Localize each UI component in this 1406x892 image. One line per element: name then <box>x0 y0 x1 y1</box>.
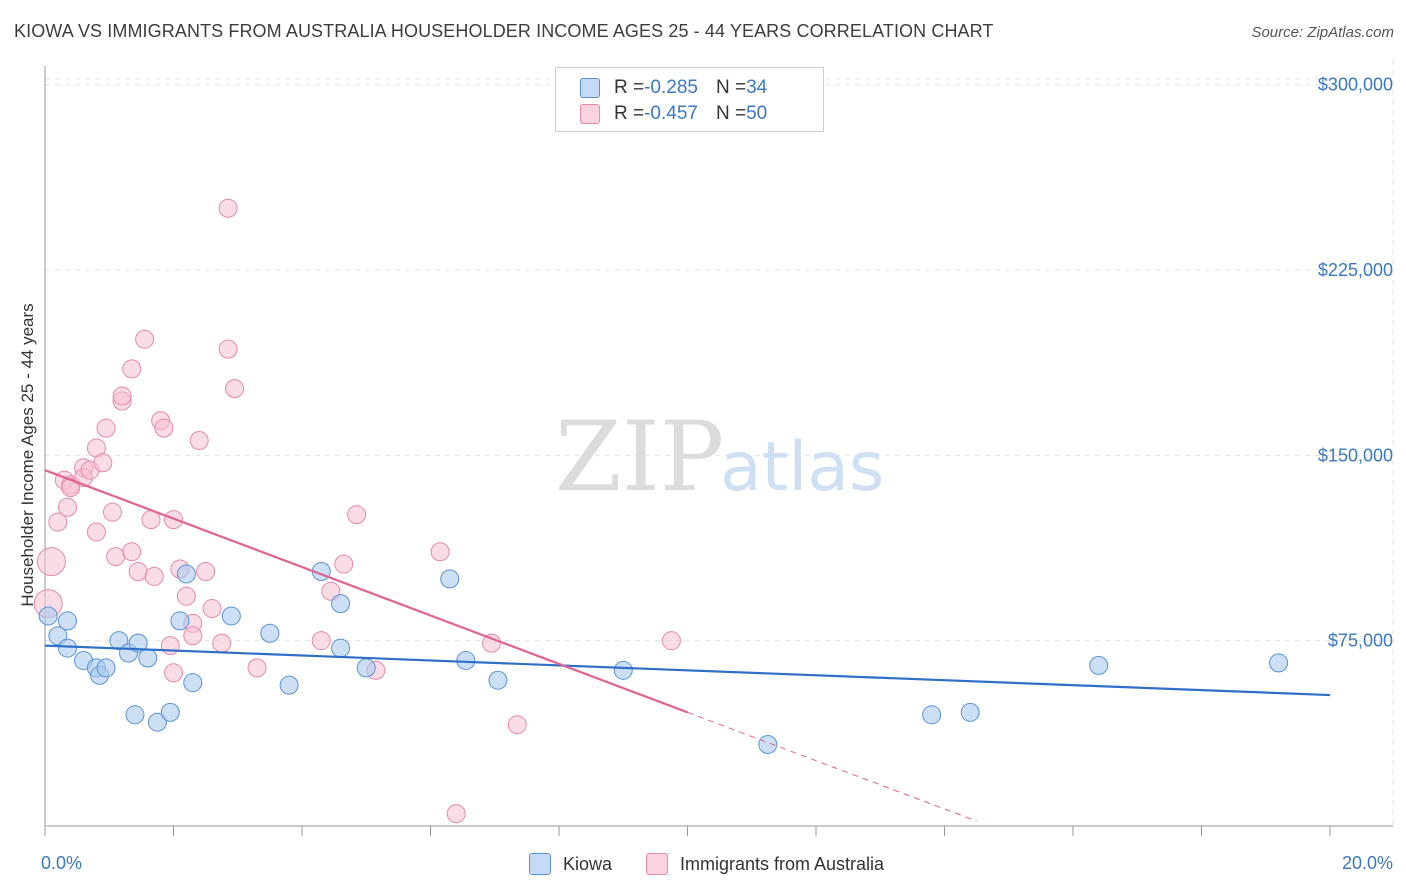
kiowa-point <box>1270 654 1288 672</box>
kiowa-point <box>614 661 632 679</box>
kiowa-swatch <box>580 78 600 98</box>
correlation-legend: R = -0.285 N = 34 R = -0.457 N = 50 <box>555 67 824 132</box>
australia-r-value: -0.457 <box>644 103 698 125</box>
bottom-australia-swatch <box>646 853 668 875</box>
kiowa-point <box>457 651 475 669</box>
australia-point <box>431 543 449 561</box>
kiowa-trend-line <box>45 646 1330 695</box>
australia-swatch <box>580 104 600 124</box>
kiowa-point <box>58 639 76 657</box>
y-tick-label-1: $150,000 <box>1318 445 1393 465</box>
bottom-legend-australia: Immigrants from Australia <box>646 852 884 876</box>
series-kiowa-points <box>39 562 1287 753</box>
kiowa-point <box>441 570 459 588</box>
y-tick-labels: $75,000 $150,000 $225,000 $300,000 <box>1318 75 1393 651</box>
australia-point <box>190 432 208 450</box>
australia-point <box>348 506 366 524</box>
australia-point <box>219 199 237 217</box>
australia-point <box>136 330 154 348</box>
australia-n-label: N = <box>716 103 746 125</box>
kiowa-r-value: -0.285 <box>644 77 698 99</box>
y-tick-label-3: $300,000 <box>1318 75 1393 95</box>
australia-point <box>161 637 179 655</box>
australia-point <box>197 562 215 580</box>
kiowa-point <box>184 674 202 692</box>
australia-point <box>97 419 115 437</box>
y-tick-label-2: $225,000 <box>1318 260 1393 280</box>
australia-point <box>177 587 195 605</box>
bottom-australia-label: Immigrants from Australia <box>680 854 884 875</box>
bottom-legend-kiowa: Kiowa <box>529 852 612 876</box>
australia-trend-line-extrapolated <box>688 712 977 821</box>
australia-point <box>37 548 65 576</box>
kiowa-point <box>332 595 350 613</box>
y-tick-label-0: $75,000 <box>1328 631 1393 651</box>
kiowa-n-label: N = <box>716 77 746 99</box>
australia-point <box>107 548 125 566</box>
australia-point <box>103 503 121 521</box>
watermark-atlas: atlas <box>720 428 884 507</box>
australia-point <box>87 523 105 541</box>
australia-point <box>447 805 465 823</box>
bottom-kiowa-swatch <box>529 853 551 875</box>
australia-point <box>145 567 163 585</box>
australia-r-label: R = <box>614 103 644 125</box>
australia-point <box>155 419 173 437</box>
kiowa-point <box>332 639 350 657</box>
watermark-zip: ZIP <box>555 401 724 513</box>
kiowa-point <box>139 649 157 667</box>
kiowa-point <box>261 624 279 642</box>
trend-lines <box>45 470 1330 821</box>
legend-row-kiowa: R = -0.285 N = 34 <box>580 76 767 100</box>
kiowa-point <box>280 676 298 694</box>
kiowa-point <box>1090 656 1108 674</box>
australia-point <box>123 360 141 378</box>
kiowa-point <box>177 565 195 583</box>
australia-point <box>123 543 141 561</box>
scatter-plot: ZIP atlas $75,000 $150,000 $225,000 $300,00… <box>0 0 1406 892</box>
australia-point <box>113 387 131 405</box>
kiowa-n-value: 34 <box>746 77 767 99</box>
australia-point <box>248 659 266 677</box>
kiowa-r-label: R = <box>614 77 644 99</box>
kiowa-point <box>961 703 979 721</box>
kiowa-point <box>161 703 179 721</box>
kiowa-point <box>39 607 57 625</box>
kiowa-point <box>126 706 144 724</box>
australia-point <box>184 627 202 645</box>
australia-point <box>58 498 76 516</box>
australia-point <box>165 664 183 682</box>
kiowa-point <box>58 612 76 630</box>
australia-point <box>94 454 112 472</box>
australia-point <box>312 632 330 650</box>
australia-n-value: 50 <box>746 103 767 125</box>
kiowa-point <box>171 612 189 630</box>
legend-row-australia: R = -0.457 N = 50 <box>580 102 767 126</box>
kiowa-point <box>357 659 375 677</box>
kiowa-point <box>923 706 941 724</box>
bottom-kiowa-label: Kiowa <box>563 854 612 875</box>
australia-point <box>129 562 147 580</box>
australia-point <box>213 634 231 652</box>
australia-point <box>226 380 244 398</box>
kiowa-point <box>489 671 507 689</box>
kiowa-point <box>97 659 115 677</box>
watermark: ZIP atlas <box>555 401 884 513</box>
kiowa-point <box>222 607 240 625</box>
australia-point <box>335 555 353 573</box>
australia-point <box>203 600 221 618</box>
australia-point <box>508 716 526 734</box>
x-tick-label-1: 20.0% <box>1342 853 1393 873</box>
x-tick-label-0: 0.0% <box>41 853 82 873</box>
australia-point <box>662 632 680 650</box>
australia-point <box>219 340 237 358</box>
